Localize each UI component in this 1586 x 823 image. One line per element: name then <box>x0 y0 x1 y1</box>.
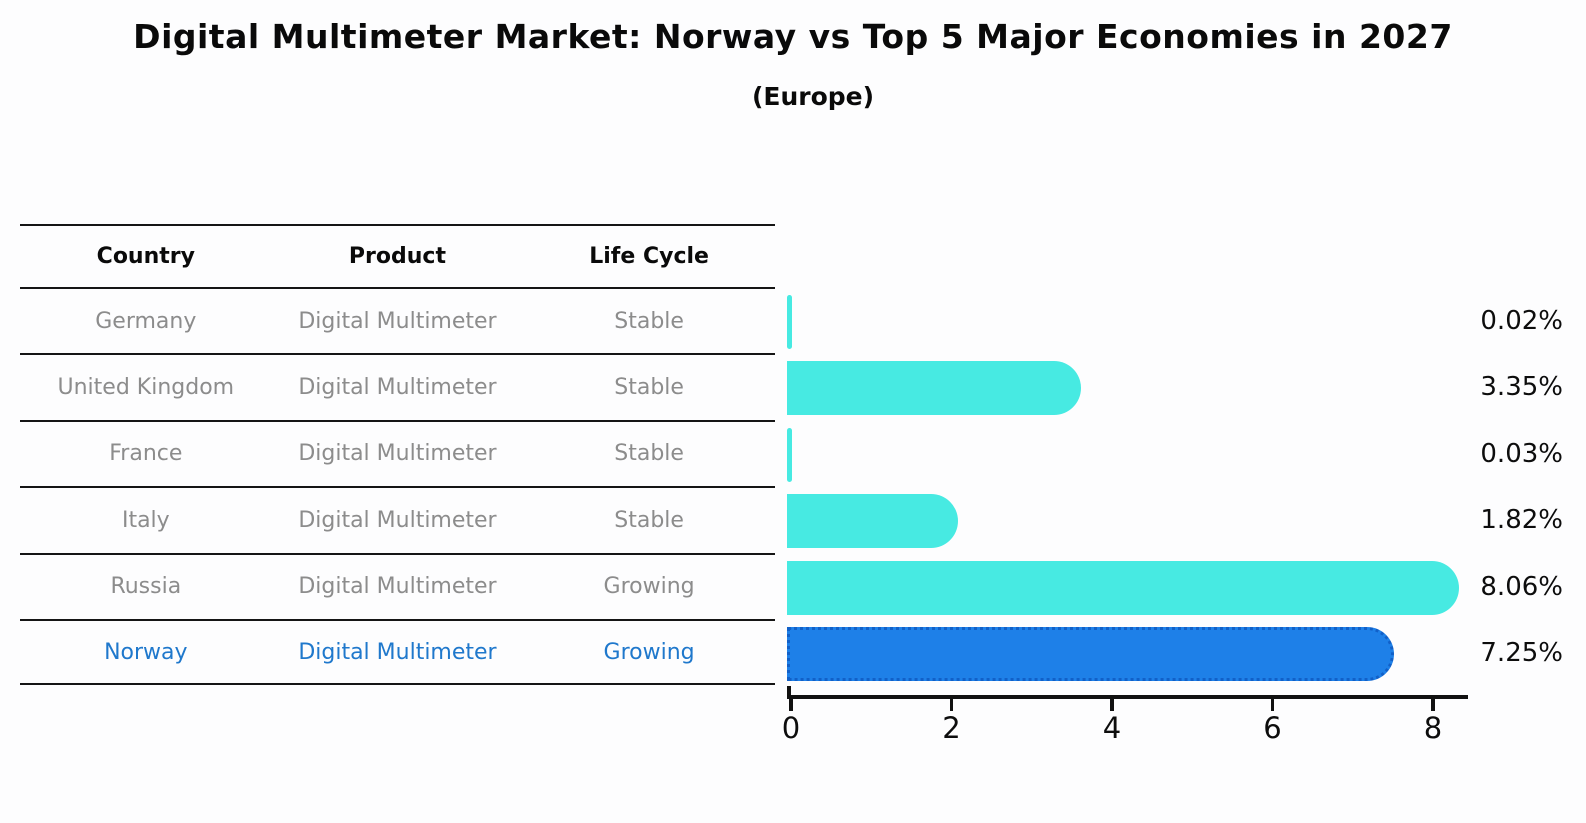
cell-country: United Kingdom <box>57 375 235 401</box>
cell-life-cycle: Stable <box>614 507 684 533</box>
x-tick-label: 4 <box>1102 711 1122 745</box>
table-row-germany: Germany Digital Multimeter Stable <box>20 287 775 353</box>
value-label: 0.02% <box>1480 306 1563 336</box>
bar-norway <box>787 627 1394 681</box>
cell-life-cycle: Stable <box>614 375 684 401</box>
cell-life-cycle: Growing <box>603 574 695 600</box>
value-label: 8.06% <box>1480 571 1563 602</box>
x-tick-label: 8 <box>1423 711 1443 745</box>
x-axis <box>787 695 1468 699</box>
cell-product: Digital Multimeter <box>298 308 497 334</box>
column-header-life-cycle: Life Cycle <box>589 244 709 269</box>
cell-country: Germany <box>95 308 197 334</box>
x-tick <box>789 699 793 711</box>
column-header-country: Country <box>96 244 195 269</box>
cell-product: Digital Multimeter <box>298 441 497 467</box>
cell-country: Norway <box>104 639 188 665</box>
cell-country: France <box>109 441 183 467</box>
x-axis-stub <box>787 686 791 699</box>
bar-united-kingdom <box>787 361 1081 416</box>
bar-germany <box>787 295 792 349</box>
cell-product: Digital Multimeter <box>298 639 497 665</box>
x-tick <box>949 699 954 711</box>
value-label: 0.03% <box>1480 438 1563 469</box>
cell-life-cycle: Stable <box>614 308 684 334</box>
x-tick-label: 2 <box>942 711 961 745</box>
x-tick <box>1110 699 1114 711</box>
table-row-norway: Norway Digital Multimeter Growing <box>20 618 775 686</box>
x-tick-label: 6 <box>1263 711 1282 745</box>
value-label: 7.25% <box>1480 638 1563 668</box>
country-table: Country Product Life Cycle Germany Digit… <box>20 224 775 686</box>
table-header-row: Country Product Life Cycle <box>20 224 775 287</box>
table-row-united-kingdom: United Kingdom Digital Multimeter Stable <box>20 353 775 419</box>
chart-subtitle: (Europe) <box>751 82 875 111</box>
value-label: 3.35% <box>1480 372 1563 403</box>
bar-italy <box>787 494 958 549</box>
cell-life-cycle: Growing <box>603 639 695 665</box>
bar-france <box>787 427 792 482</box>
cell-country: Italy <box>121 507 170 533</box>
bar-russia <box>787 560 1459 615</box>
cell-product: Digital Multimeter <box>298 507 497 533</box>
cell-life-cycle: Stable <box>614 441 684 467</box>
column-header-product: Product <box>348 244 446 269</box>
table-row-russia: Russia Digital Multimeter Growing <box>20 552 775 619</box>
cell-country: Russia <box>110 574 182 600</box>
x-tick <box>1270 699 1275 711</box>
x-tick-label: 0 <box>781 711 801 745</box>
chart-title: Digital Multimeter Market: Norway vs Top… <box>133 17 1453 56</box>
x-tick <box>1431 699 1435 711</box>
table-row-italy: Italy Digital Multimeter Stable <box>20 486 775 552</box>
table-row-france: France Digital Multimeter Stable <box>20 419 775 486</box>
cell-product: Digital Multimeter <box>298 574 497 600</box>
value-label: 1.82% <box>1480 505 1563 536</box>
cell-product: Digital Multimeter <box>298 375 497 401</box>
